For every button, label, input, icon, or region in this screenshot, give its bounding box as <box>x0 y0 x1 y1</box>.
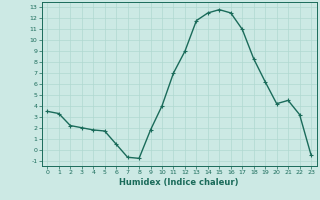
X-axis label: Humidex (Indice chaleur): Humidex (Indice chaleur) <box>119 178 239 187</box>
